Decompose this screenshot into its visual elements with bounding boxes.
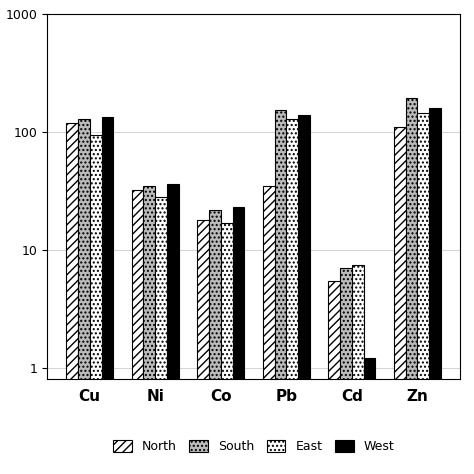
- Bar: [90, 135, 101, 474]
- Bar: [274, 109, 286, 474]
- Bar: [155, 197, 167, 474]
- Bar: [233, 207, 245, 474]
- Bar: [394, 127, 406, 474]
- Bar: [66, 123, 78, 474]
- Bar: [328, 281, 340, 474]
- Bar: [101, 117, 113, 474]
- Bar: [298, 115, 310, 474]
- Bar: [78, 118, 90, 474]
- Bar: [132, 191, 144, 474]
- Bar: [286, 118, 298, 474]
- Bar: [352, 264, 364, 474]
- Bar: [340, 268, 352, 474]
- Bar: [209, 210, 221, 474]
- Bar: [144, 186, 155, 474]
- Bar: [406, 98, 418, 474]
- Legend: North, South, East, West: North, South, East, West: [113, 440, 394, 453]
- Bar: [429, 108, 441, 474]
- Bar: [418, 113, 429, 474]
- Bar: [197, 220, 209, 474]
- Bar: [221, 223, 233, 474]
- Bar: [263, 186, 274, 474]
- Bar: [364, 358, 375, 474]
- Bar: [167, 184, 179, 474]
